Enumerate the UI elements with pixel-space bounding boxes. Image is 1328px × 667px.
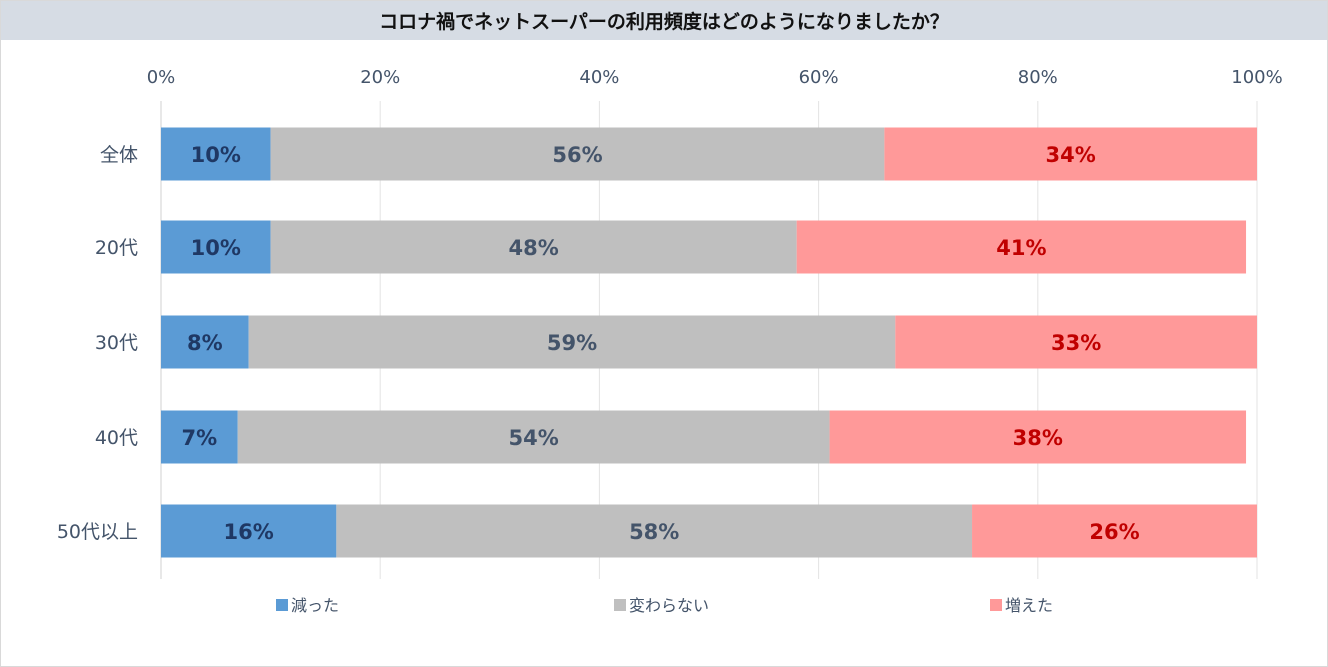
x-tick-label: 40% [579, 67, 619, 88]
legend: 減った 変わらない 増えた [276, 596, 1053, 615]
data-label: 34% [1046, 143, 1096, 167]
bar-segment [796, 220, 1247, 274]
x-tick-label: 60% [799, 67, 839, 88]
bar-segment [336, 504, 973, 558]
legend-label: 増えた [1005, 596, 1053, 615]
x-tick-label: 0% [147, 67, 176, 88]
chart-title: コロナ禍でネットスーパーの利用頻度はどのようになりましたか？ [1, 1, 1327, 40]
legend-swatch [276, 599, 288, 611]
category-label: 全体 [100, 144, 138, 166]
category-labels: 全体 20代 30代 40代 50代以上 [57, 144, 138, 543]
x-axis-ticks: 0% 20% 40% 60% 80% 100% [147, 67, 1283, 88]
bar-segment [161, 315, 249, 369]
bar-segment [270, 220, 797, 274]
bar-segment [237, 410, 830, 464]
bar-segment [829, 410, 1247, 464]
x-tick-label: 20% [360, 67, 400, 88]
data-label: 38% [1013, 426, 1063, 450]
x-tick-label: 80% [1018, 67, 1058, 88]
bar-segment [270, 127, 885, 181]
data-label: 59% [547, 331, 597, 355]
bar-segment [248, 315, 896, 369]
data-label: 33% [1051, 331, 1101, 355]
bar-segment [884, 127, 1257, 181]
category-label: 20代 [95, 237, 138, 259]
bar-segment [161, 220, 271, 274]
data-label: 26% [1089, 520, 1139, 544]
data-label: 58% [629, 520, 679, 544]
data-label: 54% [509, 426, 559, 450]
category-label: 50代以上 [57, 521, 138, 543]
legend-swatch [990, 599, 1002, 611]
bar-segment [161, 410, 238, 464]
category-label: 40代 [95, 427, 138, 449]
data-label: 16% [224, 520, 274, 544]
legend-label: 変わらない [629, 596, 709, 615]
data-label: 7% [182, 426, 218, 450]
bar-segment [161, 504, 337, 558]
data-label: 48% [509, 236, 559, 260]
data-label: 41% [996, 236, 1046, 260]
bar-segment [161, 127, 271, 181]
category-label: 30代 [95, 332, 138, 354]
legend-label: 減った [291, 596, 339, 615]
data-label: 56% [552, 143, 602, 167]
x-tick-label: 100% [1231, 67, 1282, 88]
data-label: 10% [191, 236, 241, 260]
bar-segment [972, 504, 1257, 558]
data-label: 10% [191, 143, 241, 167]
legend-swatch [614, 599, 626, 611]
data-label: 8% [187, 331, 223, 355]
bars: 10% 56% 34% 10% 48% 41% 8% 59% 33% 7% 54% 38% 16% 58%… [161, 127, 1257, 558]
bar-segment [895, 315, 1257, 369]
